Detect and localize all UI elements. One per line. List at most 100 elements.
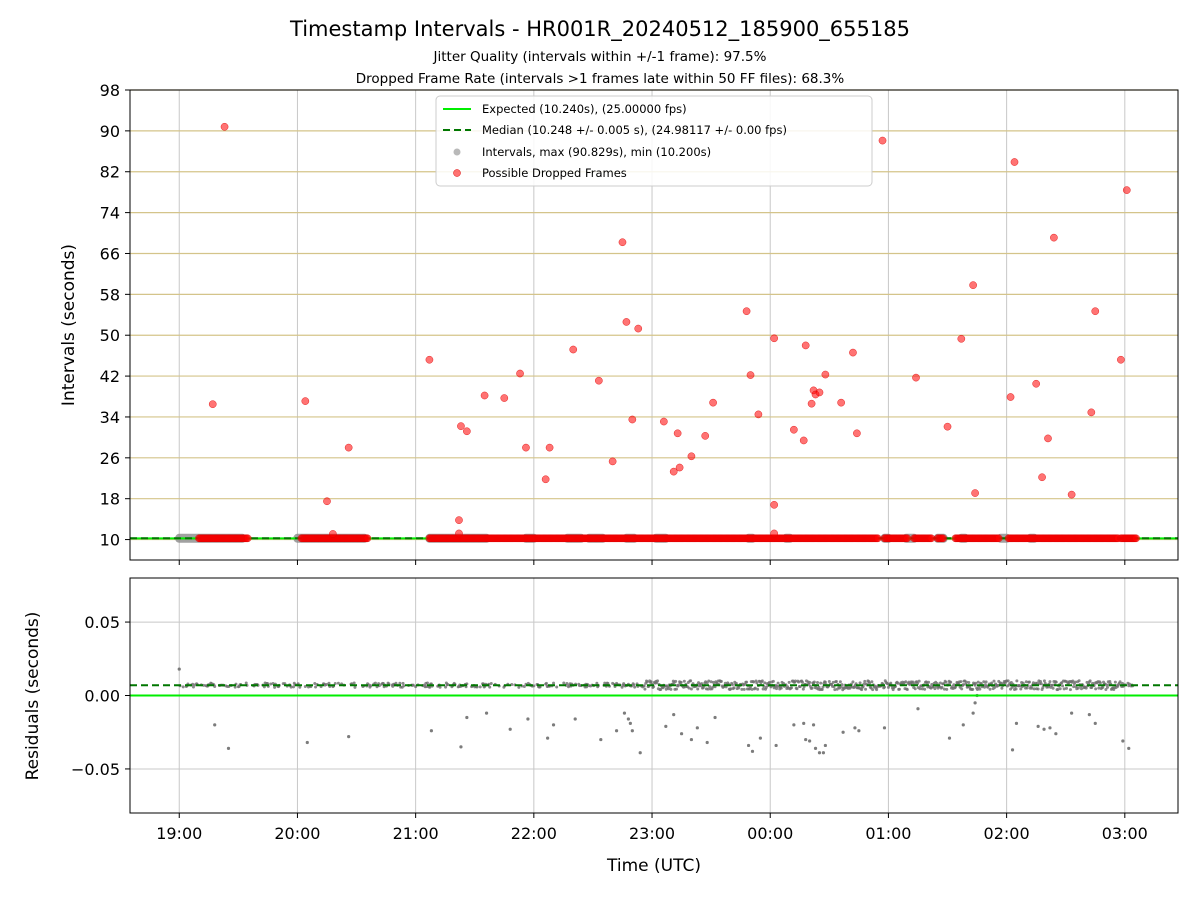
residual-point: [705, 740, 709, 745]
residual-point: [1021, 681, 1025, 685]
dropped-frame-point: [873, 534, 882, 543]
residual-point: [517, 685, 521, 689]
residual-point: [638, 751, 642, 755]
residual-point: [411, 683, 415, 687]
residual-point: [973, 701, 977, 705]
residual-point: [313, 682, 317, 686]
residual-point: [917, 679, 921, 683]
dropped-frame-point: [608, 457, 617, 466]
residual-point: [522, 684, 526, 688]
dropped-frame-point: [457, 422, 465, 430]
residual-point: [369, 684, 373, 688]
residual-point: [1015, 679, 1019, 683]
top-y-tick-label: 34: [100, 408, 120, 427]
residual-point: [532, 684, 536, 688]
residual-point: [745, 680, 749, 684]
dropped-frame-point: [770, 501, 778, 509]
residual-point: [599, 737, 603, 742]
residual-point: [573, 717, 577, 721]
residual-point: [269, 682, 273, 686]
residual-point: [1035, 681, 1039, 685]
dropped-frame-point: [301, 397, 310, 405]
residual-point: [1027, 680, 1031, 684]
dropped-frame-point: [687, 452, 696, 461]
residual-point: [755, 681, 759, 685]
residual-point: [1056, 688, 1060, 692]
residual-point: [974, 681, 978, 685]
residual-point: [674, 687, 678, 691]
residual-point: [905, 688, 909, 692]
residual-point: [798, 685, 802, 689]
residual-point: [923, 687, 927, 691]
legend-median-label: Median (10.248 +/- 0.005 s), (24.98117 +…: [482, 123, 787, 137]
residual-point: [1077, 679, 1081, 683]
residual-point: [177, 667, 181, 671]
dropped-frame-point: [971, 489, 979, 497]
residual-point: [484, 711, 489, 715]
residual-point: [669, 687, 673, 691]
dropped-frame-point: [709, 398, 717, 407]
chart-subtitle-jitter: Jitter Quality (intervals within +/-1 fr…: [433, 49, 767, 65]
dropped-frame-point: [903, 534, 912, 543]
residual-point: [730, 683, 734, 687]
residual-point: [817, 751, 822, 755]
residual-point: [689, 737, 694, 742]
dropped-frame-point: [853, 429, 861, 438]
residual-point: [983, 685, 987, 689]
residual-point: [918, 687, 922, 691]
residual-point: [961, 683, 965, 687]
residual-point: [916, 707, 920, 711]
residual-point: [1058, 687, 1062, 691]
residual-point: [811, 723, 816, 727]
residual-point: [933, 687, 937, 691]
residual-point: [1127, 746, 1131, 750]
residual-point: [999, 681, 1003, 685]
residual-point: [812, 680, 816, 684]
residual-point: [808, 739, 812, 743]
residual-point: [875, 688, 879, 692]
residual-point: [1065, 686, 1069, 690]
residual-point: [945, 687, 949, 691]
dropped-frame-point: [701, 432, 710, 440]
residual-point: [428, 685, 432, 689]
residual-point: [756, 687, 760, 691]
residual-point: [719, 679, 723, 683]
legend-expected-label: Expected (10.240s), (25.00000 fps): [482, 102, 687, 116]
residual-point: [478, 685, 482, 689]
residual-point: [857, 729, 861, 733]
dropped-frame-point: [1032, 379, 1040, 388]
dropped-frame-point: [943, 422, 952, 431]
top-y-axis-label: Intervals (seconds): [59, 244, 79, 406]
residual-point: [1076, 686, 1080, 690]
dropped-frame-point: [545, 443, 554, 452]
residual-point: [1032, 687, 1036, 691]
residual-point: [1054, 680, 1058, 684]
residual-point: [976, 680, 980, 684]
residual-point: [886, 685, 890, 689]
residual-point: [949, 680, 953, 684]
dropped-frame-point: [480, 391, 489, 400]
bottom-y-tick-label: 0.05: [84, 613, 120, 632]
residual-point: [1042, 679, 1046, 683]
residual-point: [787, 680, 791, 684]
dropped-frame-point: [1087, 408, 1096, 417]
residual-point: [429, 729, 433, 733]
residual-point: [775, 687, 779, 691]
residual-point: [552, 681, 556, 685]
residual-point: [1062, 687, 1066, 691]
x-tick-label: 22:00: [511, 824, 557, 843]
x-axis-label: Time (UTC): [606, 856, 701, 876]
residual-point: [289, 685, 293, 689]
residual-point: [813, 746, 818, 750]
residual-point: [1048, 726, 1052, 730]
residual-point: [347, 735, 351, 739]
residual-point: [438, 685, 442, 689]
residual-point: [823, 743, 827, 748]
x-tick-label: 21:00: [393, 824, 439, 843]
top-y-tick-label: 74: [100, 204, 120, 223]
residual-point: [758, 736, 762, 740]
x-tick-label: 23:00: [629, 824, 675, 843]
residual-point: [804, 737, 808, 742]
residual-point: [927, 680, 931, 684]
